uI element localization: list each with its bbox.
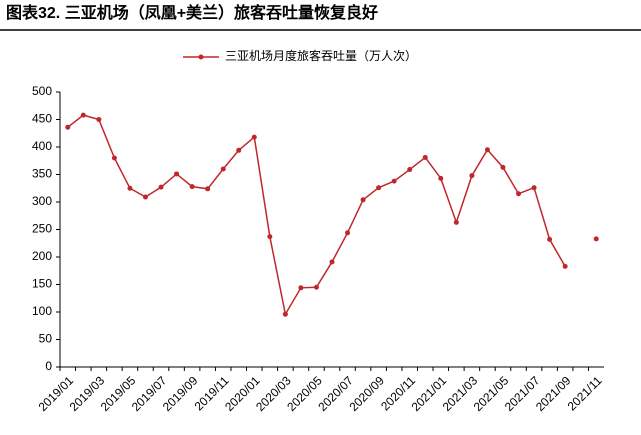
- y-tick-label: 500: [32, 84, 52, 98]
- point: [267, 234, 273, 240]
- point: [407, 167, 413, 173]
- y-tick-label: 0: [45, 359, 52, 373]
- point: [174, 171, 180, 177]
- point: [205, 186, 211, 192]
- y-tick-label: 50: [39, 332, 53, 346]
- point: [142, 194, 148, 200]
- y-tick-label: 350: [32, 167, 52, 181]
- point: [111, 155, 117, 161]
- point: [313, 284, 319, 290]
- chart-title: 图表32. 三亚机场（凤凰+美兰）旅客吞吐量恢复良好: [6, 3, 378, 22]
- point: [438, 175, 444, 181]
- point: [220, 166, 226, 172]
- point: [329, 259, 335, 265]
- point: [282, 311, 288, 317]
- point: [453, 219, 459, 225]
- legend-marker: [198, 54, 204, 60]
- point: [236, 147, 242, 153]
- x-tick-label: 2021/09: [533, 373, 574, 414]
- y-tick-label: 400: [32, 139, 52, 153]
- point: [158, 184, 164, 190]
- y-tick-label: 250: [32, 222, 52, 236]
- point: [469, 173, 475, 179]
- legend-label: 三亚机场月度旅客吞吐量（万人次）: [225, 48, 417, 63]
- point: [298, 285, 304, 291]
- x-tick-label: 2020/09: [346, 373, 387, 414]
- point: [531, 185, 537, 191]
- point: [500, 164, 506, 170]
- point: [562, 263, 568, 269]
- point: [376, 185, 382, 191]
- point: [345, 230, 351, 236]
- point: [360, 197, 366, 203]
- x-tick-label: 2019/09: [160, 373, 201, 414]
- point: [189, 184, 195, 190]
- point: [391, 178, 397, 184]
- point: [96, 117, 102, 122]
- point: [127, 185, 133, 191]
- point: [422, 154, 428, 160]
- point: [547, 236, 553, 242]
- y-tick-label: 150: [32, 277, 52, 291]
- y-tick-label: 100: [32, 304, 52, 318]
- series-line: [68, 115, 596, 314]
- y-tick-label: 200: [32, 249, 52, 263]
- point: [65, 124, 71, 130]
- point: [80, 112, 86, 118]
- point: [484, 147, 490, 153]
- point: [593, 236, 599, 242]
- point: [516, 191, 522, 197]
- y-tick-label: 450: [32, 112, 52, 126]
- x-tick-label: 2021/11: [565, 373, 605, 413]
- point: [251, 134, 257, 140]
- y-tick-label: 300: [32, 194, 52, 208]
